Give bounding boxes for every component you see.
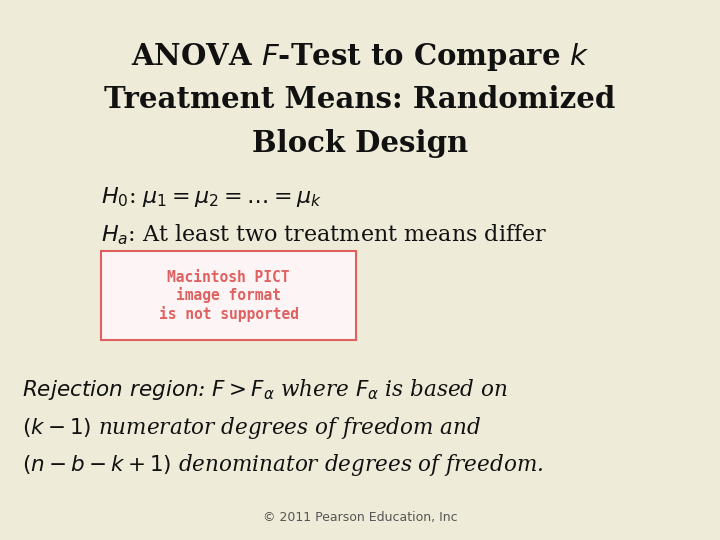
Text: $(n - b - k +1)$ denominator degrees of freedom.: $(n - b - k +1)$ denominator degrees of … bbox=[22, 453, 543, 478]
Text: © 2011 Pearson Education, Inc: © 2011 Pearson Education, Inc bbox=[263, 511, 457, 524]
Text: ANOVA $\mathit{F}$-Test to Compare $\mathit{k}$: ANOVA $\mathit{F}$-Test to Compare $\mat… bbox=[130, 40, 590, 73]
Text: $H_0$: $\mu_1 = \mu_2 = \ldots = \mu_k$: $H_0$: $\mu_1 = \mu_2 = \ldots = \mu_k$ bbox=[101, 185, 322, 209]
Text: $H_a$: At least two treatment means differ: $H_a$: At least two treatment means diff… bbox=[101, 222, 547, 247]
Text: Treatment Means: Randomized: Treatment Means: Randomized bbox=[104, 85, 616, 114]
FancyBboxPatch shape bbox=[101, 251, 356, 340]
Text: Block Design: Block Design bbox=[252, 129, 468, 158]
Text: $(k-1)$ numerator degrees of freedom and: $(k-1)$ numerator degrees of freedom and bbox=[22, 415, 481, 441]
Text: $\mathit{Rejection\ region}$: $F > F_{\alpha}$ where $F_{\alpha}$ is based on: $\mathit{Rejection\ region}$: $F > F_{\a… bbox=[22, 377, 508, 402]
Text: Macintosh PICT
image format
is not supported: Macintosh PICT image format is not suppo… bbox=[158, 269, 299, 322]
